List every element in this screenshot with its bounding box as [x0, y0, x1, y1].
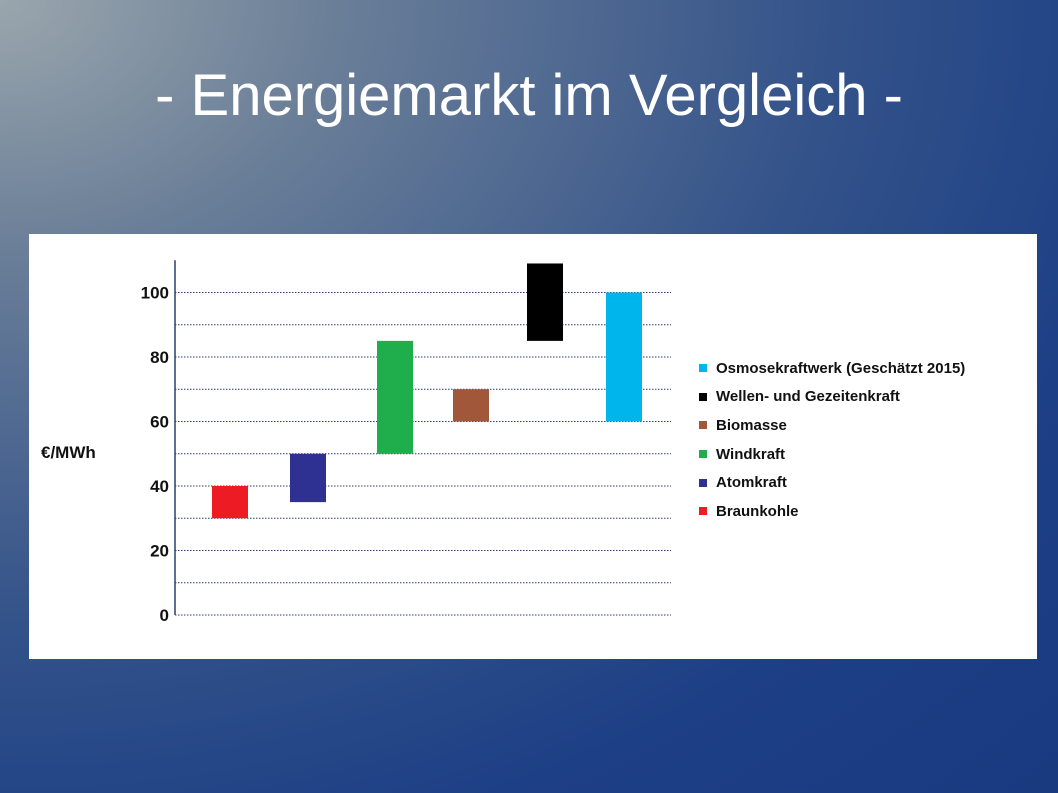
- legend-label: Atomkraft: [716, 474, 787, 492]
- slide-title: - Energiemarkt im Vergleich -: [155, 63, 903, 128]
- y-axis-label: €/MWh: [41, 443, 96, 462]
- legend-swatch: [699, 507, 707, 516]
- bar-braunkohle: [212, 486, 248, 519]
- legend-item: Wellen- und Gezeitenkraft: [699, 383, 1034, 412]
- legend-label: Osmosekraftwerk (Geschätzt 2015): [716, 359, 966, 377]
- legend-swatch: [699, 450, 707, 459]
- legend-item: Braunkohle: [699, 497, 1034, 526]
- legend-item: Osmosekraftwerk (Geschätzt 2015): [699, 354, 1034, 383]
- legend-swatch: [699, 478, 707, 487]
- bar-osmosekraftwerk: [606, 292, 642, 422]
- legend-label: Wellen- und Gezeitenkraft: [716, 388, 900, 406]
- bar-biomasse: [453, 389, 489, 422]
- legend-label: Biomasse: [716, 416, 787, 434]
- legend-item: Atomkraft: [699, 468, 1034, 497]
- legend-label: Windkraft: [716, 445, 786, 463]
- legend-swatch: [699, 364, 707, 373]
- legend-swatch: [699, 421, 707, 430]
- y-tick-label: 60: [150, 413, 169, 432]
- chart-panel: 0 20 40 60 80 100 €/MWh Osmosekraftwerk (Gesc…: [29, 234, 1037, 659]
- bar-windkraft: [377, 340, 413, 454]
- y-tick-label: 100: [141, 284, 169, 303]
- y-tick-label: 80: [150, 348, 169, 367]
- bar-wellen: [527, 263, 563, 341]
- range-bar-chart: 0 20 40 60 80 100 €/MWh: [41, 260, 671, 625]
- y-axis: 0 20 40 60 80 100: [141, 260, 176, 625]
- y-tick-label: 20: [150, 542, 169, 561]
- y-tick-label: 40: [150, 477, 169, 496]
- legend: Osmosekraftwerk (Geschätzt 2015) Wellen- …: [699, 354, 1034, 526]
- bars: [212, 263, 642, 519]
- legend-item: Windkraft: [699, 440, 1034, 469]
- grid-lines: [175, 292, 671, 616]
- legend-swatch: [699, 392, 707, 401]
- legend-label: Braunkohle: [716, 502, 799, 520]
- legend-item: Biomasse: [699, 411, 1034, 440]
- y-tick-label: 0: [160, 606, 169, 625]
- bar-atomkraft: [290, 453, 326, 503]
